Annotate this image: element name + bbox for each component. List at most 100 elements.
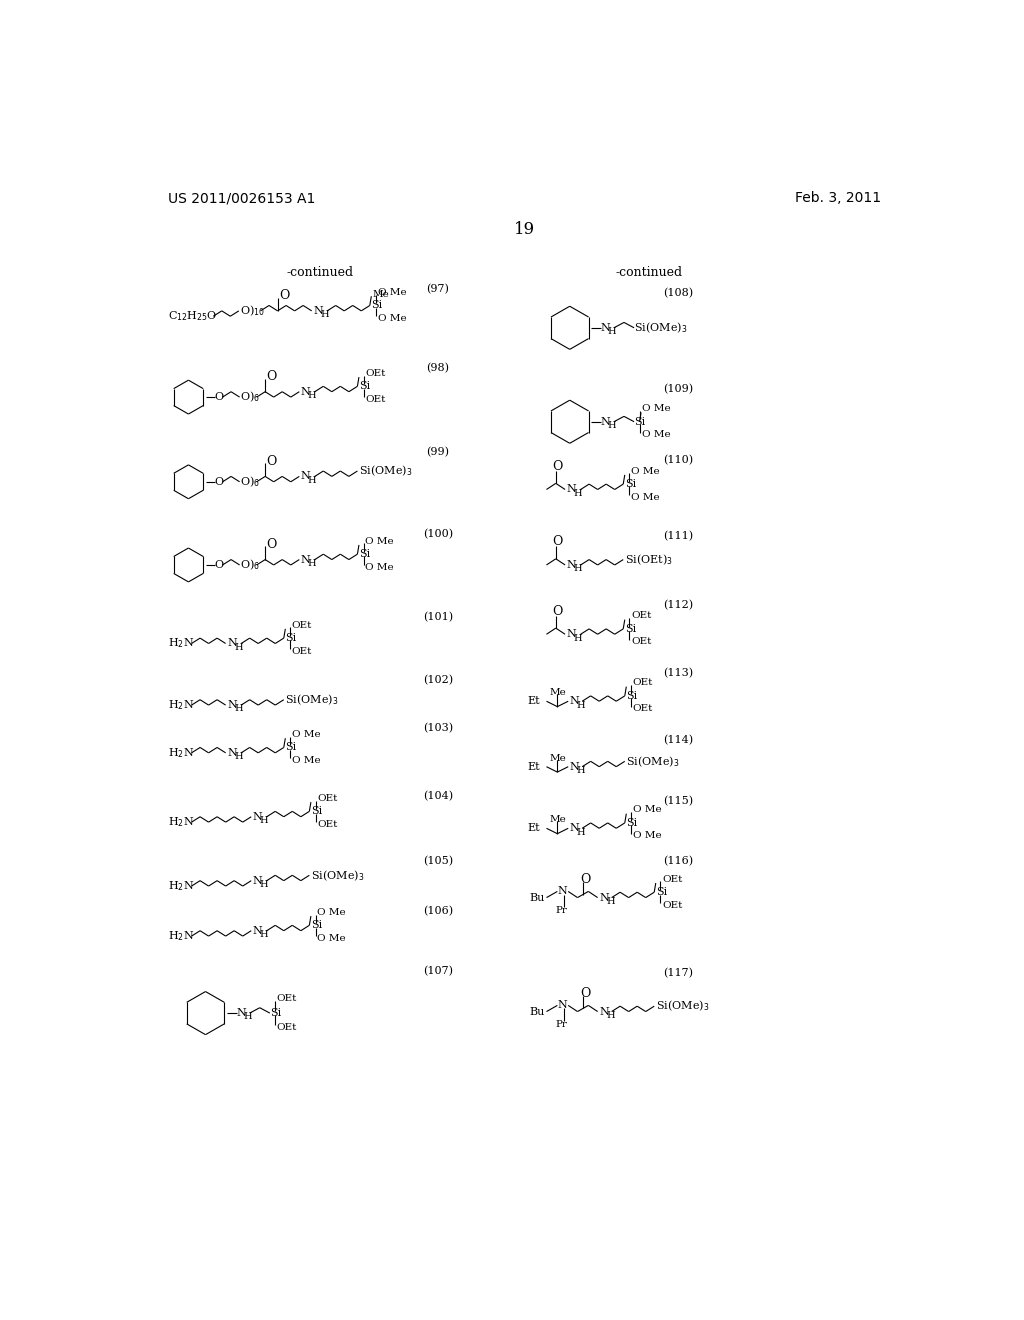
Text: (104): (104) [423, 791, 453, 801]
Text: H: H [577, 701, 586, 710]
Text: (113): (113) [664, 668, 693, 678]
Text: (103): (103) [423, 723, 453, 734]
Text: OEt: OEt [366, 395, 385, 404]
Text: H: H [234, 643, 243, 652]
Text: H: H [573, 565, 583, 573]
Text: H: H [308, 475, 316, 484]
Text: Si: Si [270, 1008, 281, 1018]
Text: (108): (108) [664, 288, 693, 298]
Text: Me: Me [550, 754, 566, 763]
Text: O Me: O Me [642, 430, 671, 440]
Text: H: H [606, 1011, 614, 1020]
Text: Si: Si [625, 624, 636, 634]
Text: O: O [215, 392, 224, 403]
Text: N: N [237, 1008, 246, 1018]
Text: O Me: O Me [366, 562, 394, 572]
Text: O Me: O Me [631, 492, 659, 502]
Text: OEt: OEt [631, 638, 651, 647]
Text: Si: Si [311, 920, 323, 931]
Text: O Me: O Me [317, 935, 346, 942]
Text: H: H [573, 488, 583, 498]
Text: N: N [301, 387, 310, 397]
Text: O: O [553, 605, 563, 618]
Text: Pr: Pr [556, 1020, 567, 1030]
Text: Bu: Bu [529, 892, 545, 903]
Text: OEt: OEt [662, 900, 682, 909]
Text: OEt: OEt [292, 620, 312, 630]
Text: (107): (107) [423, 966, 453, 975]
Text: N: N [599, 892, 609, 903]
Text: N: N [569, 824, 580, 833]
Text: Si: Si [286, 742, 297, 752]
Text: N: N [569, 762, 580, 772]
Text: O)$_6$: O)$_6$ [241, 557, 260, 573]
Text: N: N [566, 484, 577, 495]
Text: O: O [553, 536, 563, 548]
Text: Si: Si [359, 381, 371, 391]
Text: O)$_{10}$: O)$_{10}$ [240, 304, 264, 318]
Text: (110): (110) [664, 455, 693, 466]
Text: O Me: O Me [378, 288, 407, 297]
Text: Si(OMe)$_3$: Si(OMe)$_3$ [286, 693, 339, 708]
Text: N: N [227, 748, 237, 758]
Text: Me: Me [373, 290, 390, 300]
Text: N: N [253, 925, 262, 936]
Text: (106): (106) [423, 907, 453, 916]
Text: Si: Si [655, 887, 667, 898]
Text: (102): (102) [423, 676, 453, 685]
Text: Si: Si [627, 818, 638, 828]
Text: H: H [606, 898, 614, 906]
Text: (114): (114) [664, 735, 693, 746]
Text: N: N [569, 696, 580, 706]
Text: O Me: O Me [292, 730, 321, 739]
Text: O Me: O Me [633, 832, 662, 841]
Text: OEt: OEt [631, 611, 651, 620]
Text: Si: Si [634, 417, 645, 426]
Text: O)$_6$: O)$_6$ [241, 389, 260, 404]
Text: H$_2$N: H$_2$N [168, 879, 195, 892]
Text: Et: Et [527, 824, 541, 833]
Text: OEt: OEt [633, 678, 653, 688]
Text: Si: Si [372, 301, 383, 310]
Text: O Me: O Me [317, 908, 346, 916]
Text: O Me: O Me [642, 404, 671, 413]
Text: O Me: O Me [378, 314, 407, 323]
Text: (105): (105) [423, 855, 453, 866]
Text: H: H [607, 327, 616, 337]
Text: Si: Si [359, 549, 371, 560]
Text: Si(OMe)$_3$: Si(OMe)$_3$ [655, 999, 709, 1014]
Text: H$_2$N: H$_2$N [168, 698, 195, 711]
Text: (99): (99) [427, 447, 450, 458]
Text: (100): (100) [423, 529, 453, 540]
Text: Si: Si [311, 807, 323, 816]
Text: N: N [253, 812, 262, 822]
Text: Si(OEt)$_3$: Si(OEt)$_3$ [625, 552, 673, 566]
Text: N: N [566, 560, 577, 570]
Text: OEt: OEt [292, 647, 312, 656]
Text: Feb. 3, 2011: Feb. 3, 2011 [796, 191, 882, 206]
Text: H: H [573, 634, 583, 643]
Text: (101): (101) [423, 612, 453, 623]
Text: OEt: OEt [317, 820, 338, 829]
Text: Si(OMe)$_3$: Si(OMe)$_3$ [627, 754, 680, 768]
Text: O: O [266, 537, 278, 550]
Text: H: H [244, 1012, 252, 1022]
Text: O: O [215, 477, 224, 487]
Text: H: H [234, 752, 243, 762]
Text: H: H [260, 880, 268, 888]
Text: Si: Si [627, 690, 638, 701]
Text: (116): (116) [664, 855, 693, 866]
Text: (115): (115) [664, 796, 693, 807]
Text: O Me: O Me [631, 466, 659, 475]
Text: Et: Et [527, 696, 541, 706]
Text: (97): (97) [427, 284, 450, 294]
Text: H: H [577, 766, 586, 775]
Text: 19: 19 [514, 220, 536, 238]
Text: Pr: Pr [556, 907, 567, 915]
Text: H$_2$N: H$_2$N [168, 816, 195, 829]
Text: H: H [260, 931, 268, 939]
Text: Me: Me [550, 688, 566, 697]
Text: (112): (112) [664, 599, 693, 610]
Text: O: O [266, 370, 278, 383]
Text: N: N [227, 700, 237, 710]
